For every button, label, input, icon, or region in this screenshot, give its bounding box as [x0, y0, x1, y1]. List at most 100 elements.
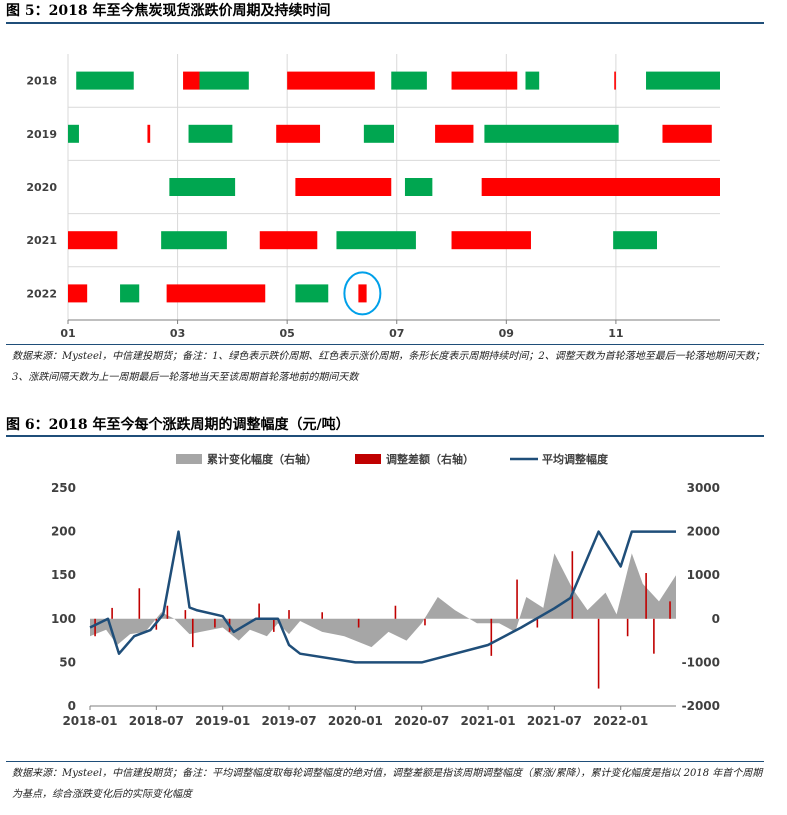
diff-bar	[597, 618, 600, 689]
y-left-tick-label: 50	[59, 655, 76, 669]
timeline-segment-green	[336, 231, 416, 250]
timeline-segment-green	[484, 124, 619, 143]
fig6-chart: 累计变化幅度（右轴） 调整差额（右轴） 平均调整幅度 0 50 100 150 200 250 -…	[51, 452, 720, 728]
legend-swatch-diff	[355, 454, 381, 464]
x-tick-label: 2020-07	[394, 714, 449, 728]
x-tick-label: 09	[499, 327, 514, 340]
y-left-tick-label: 150	[51, 568, 76, 582]
timeline-segment-green	[68, 124, 79, 143]
timeline-segment-red	[295, 178, 392, 196]
x-tick-label: 2021-01	[460, 714, 515, 728]
legend-label-avg: 平均调整幅度	[542, 452, 609, 466]
fig5-title-rule	[6, 22, 764, 24]
x-tick-label: 07	[389, 327, 404, 340]
x-tick-label: 11	[608, 327, 623, 340]
timeline-segment-red	[259, 231, 318, 250]
diff-bar	[669, 601, 671, 619]
timeline-segment-red	[147, 124, 151, 143]
fig6-title: 图 6：2018 年至今每个涨跌周期的调整幅度（元/吨）	[6, 417, 350, 433]
legend-swatch-cumulative	[176, 454, 202, 464]
y-right-tick-label: -2000	[682, 699, 720, 713]
y-right-tick-label: 1000	[687, 568, 720, 582]
fig5-title: 图 5：2018 年至今焦炭现货涨跌价周期及持续时间	[6, 3, 331, 19]
y-category-label: 2020	[26, 181, 57, 194]
timeline-segment-red	[614, 71, 616, 90]
timeline-segment-green	[188, 124, 233, 143]
timeline-segment-green	[120, 284, 140, 303]
diff-bar	[184, 610, 187, 619]
diff-bar	[490, 618, 493, 656]
timeline-segment-red	[166, 284, 266, 303]
timeline-segment-red	[358, 284, 367, 303]
y-left-tick-label: 100	[51, 612, 76, 626]
diff-bar	[214, 618, 216, 628]
timeline-segment-green	[391, 71, 427, 90]
x-tick-label: 2020-01	[328, 714, 383, 728]
timeline-segment-red	[68, 284, 88, 303]
diff-bar	[166, 605, 169, 619]
x-tick-label: 2019-07	[261, 714, 316, 728]
fig5-note-rule	[6, 344, 764, 345]
diff-bar	[653, 618, 655, 654]
highlight-circle	[343, 271, 382, 316]
diff-bar	[536, 618, 539, 628]
timeline-segment-red	[451, 231, 531, 250]
diff-bar	[571, 551, 574, 619]
diff-bar	[645, 573, 647, 619]
y-right-tick-label: -1000	[682, 655, 720, 669]
timeline-segment-green	[161, 231, 227, 250]
timeline-segment-green	[646, 71, 720, 90]
timeline-segment-red	[435, 124, 474, 143]
diff-bar	[138, 588, 141, 619]
diff-bar	[111, 607, 113, 619]
y-left-tick-label: 200	[51, 525, 76, 539]
timeline-segment-green	[169, 178, 236, 196]
x-tick-label: 05	[280, 327, 295, 340]
x-tick-label: 2022-01	[593, 714, 648, 728]
y-right-tick-label: 3000	[687, 481, 720, 495]
diff-bar	[516, 579, 518, 619]
diff-bar	[191, 618, 194, 648]
cumulative-area	[90, 553, 676, 648]
diff-bar	[394, 605, 397, 619]
y-left-tick-label: 0	[68, 699, 76, 713]
x-tick-label: 03	[170, 327, 185, 340]
y-category-label: 2021	[26, 234, 57, 247]
x-tick-label: 01	[60, 327, 75, 340]
timeline-segment-green	[525, 71, 540, 90]
timeline-segment-green	[404, 178, 433, 196]
diff-bar	[626, 618, 629, 637]
fig5-note: 数据来源：Mysteel，中信建投期货；备注：1、绿色表示跌价周期、红色表示涨价…	[12, 351, 765, 383]
avg-adjust-line	[89, 530, 676, 664]
diff-bar	[94, 618, 96, 637]
x-tick-label: 2021-07	[527, 714, 582, 728]
diff-bar	[321, 612, 323, 619]
timeline-segment-red	[68, 231, 118, 250]
fig6-note: 数据来源：Mysteel，中信建投期货；备注：平均调整幅度取每轮调整幅度的绝对值…	[12, 768, 763, 800]
timeline-segment-red	[183, 71, 200, 90]
y-category-label: 2019	[26, 128, 57, 141]
diff-bar	[357, 618, 360, 628]
y-category-label: 2022	[26, 287, 57, 300]
y-right-tick-label: 2000	[687, 525, 720, 539]
x-tick-label: 2018-01	[62, 714, 117, 728]
timeline-segment-green	[295, 284, 329, 303]
diff-bar	[288, 610, 290, 619]
legend-label-diff: 调整差额（右轴）	[386, 452, 474, 466]
timeline-segment-red	[276, 124, 321, 143]
diff-bar	[273, 618, 275, 632]
timeline-segment-green	[363, 124, 394, 143]
timeline-segment-red	[481, 178, 720, 196]
timeline-segment-green	[199, 71, 249, 90]
x-tick-label: 2018-07	[129, 714, 184, 728]
fig6-title-rule	[6, 435, 764, 437]
y-right-tick-label: 0	[712, 612, 720, 626]
y-left-tick-label: 250	[51, 481, 76, 495]
timeline-segment-red	[451, 71, 518, 90]
y-category-label: 2018	[26, 75, 57, 88]
timeline-segment-green	[613, 231, 657, 250]
diff-bar	[258, 603, 260, 619]
legend-label-cumulative: 累计变化幅度（右轴）	[207, 452, 317, 466]
timeline-segment-red	[662, 124, 712, 143]
fig6-note-rule	[6, 761, 764, 762]
